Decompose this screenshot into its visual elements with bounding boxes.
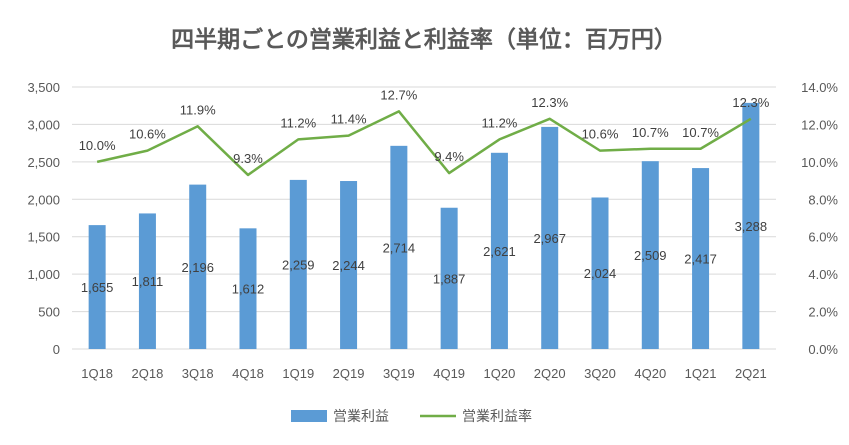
bar [289,179,307,349]
bar-data-label: 2,244 [332,258,365,273]
line-data-label: 10.7% [632,125,669,140]
bar [641,161,659,349]
y-right-tick-label: 10.0% [801,155,838,170]
line-data-label: 11.4% [331,112,367,127]
x-tick-label: 4Q18 [232,366,264,381]
bar-data-label: 2,967 [533,231,566,246]
bar-data-label: 3,288 [735,219,768,234]
legend: 営業利益 営業利益率 [291,408,532,425]
bar [239,228,257,349]
bar-data-label: 1,811 [132,274,164,289]
y-left-tick-label: 1,000 [27,267,60,282]
y-right-tick-label: 12.0% [801,117,838,132]
bar [189,184,207,349]
y-left-tick-label: 2,500 [27,155,60,170]
line-data-label: 12.7% [380,87,417,102]
line-data-label: 12.3% [531,95,568,110]
bar-data-label: 2,417 [684,252,717,267]
x-tick-label: 2Q19 [333,366,365,381]
legend-swatch-bar [291,410,327,422]
bar [390,145,408,349]
bar [440,207,458,349]
x-tick-label: 3Q18 [182,366,214,381]
bar-data-label: 2,621 [483,244,516,259]
y-right-tick-label: 2.0% [808,305,838,320]
line-data-label: 9.3% [233,151,263,166]
line-data-label: 10.7% [682,125,719,140]
y-left-tick-label: 0 [53,342,60,357]
line-data-label: 11.2% [280,115,316,130]
x-tick-label: 3Q20 [584,366,616,381]
legend-label-line: 営業利益率 [462,408,532,425]
bar [490,152,508,349]
x-tick-label: 1Q20 [484,366,516,381]
bar [138,213,156,349]
x-tick-label: 1Q19 [282,366,314,381]
line-data-label: 11.9% [180,102,216,117]
x-tick-label: 3Q19 [383,366,415,381]
y-right-tick-label: 4.0% [808,267,838,282]
line-data-label: 10.0% [79,138,116,153]
line-data-label: 10.6% [582,127,619,142]
y-right-tick-label: 8.0% [808,192,838,207]
chart-title: 四半期ごとの営業利益と利益率（単位：百万円） [171,26,677,53]
bar-data-label: 2,714 [383,240,416,255]
x-tick-label: 2Q20 [534,366,566,381]
bar [591,197,609,349]
y-right-tick-label: 6.0% [808,230,838,245]
y-left-tick-label: 3,000 [27,117,60,132]
bar [88,225,106,349]
line-series [96,110,752,177]
x-tick-label: 4Q20 [634,366,666,381]
y-left-tick-label: 500 [38,305,60,320]
bar-data-label: 2,196 [181,260,214,275]
x-tick-label: 2Q21 [735,366,767,381]
y-left-tick-label: 3,500 [27,80,60,95]
y-right-tick-label: 0.0% [808,342,838,357]
y-right-tick-label: 14.0% [801,80,838,95]
bar-data-label: 1,887 [433,271,466,286]
x-tick-label: 1Q21 [685,366,717,381]
bar-data-label: 1,612 [232,282,265,297]
line-data-label: 9.4% [434,149,464,164]
bar-data-label: 2,259 [282,257,315,272]
x-tick-label: 1Q18 [81,366,113,381]
bar [340,181,358,349]
line-data-label: 11.2% [481,115,517,130]
bar [692,168,710,349]
x-tick-label: 2Q18 [132,366,164,381]
bar-data-label: 2,509 [634,248,667,263]
x-tick-label: 4Q19 [433,366,465,381]
y-left-tick-label: 2,000 [27,192,60,207]
bar [541,126,559,349]
line-data-label: 10.6% [129,127,166,142]
legend-label-bar: 営業利益 [333,409,389,425]
bar-data-label: 2,024 [584,266,617,281]
bar [742,102,760,349]
line-data-label: 12.3% [732,95,769,110]
y-left-tick-label: 1,500 [27,230,60,245]
bar-data-label: 1,655 [81,280,114,295]
